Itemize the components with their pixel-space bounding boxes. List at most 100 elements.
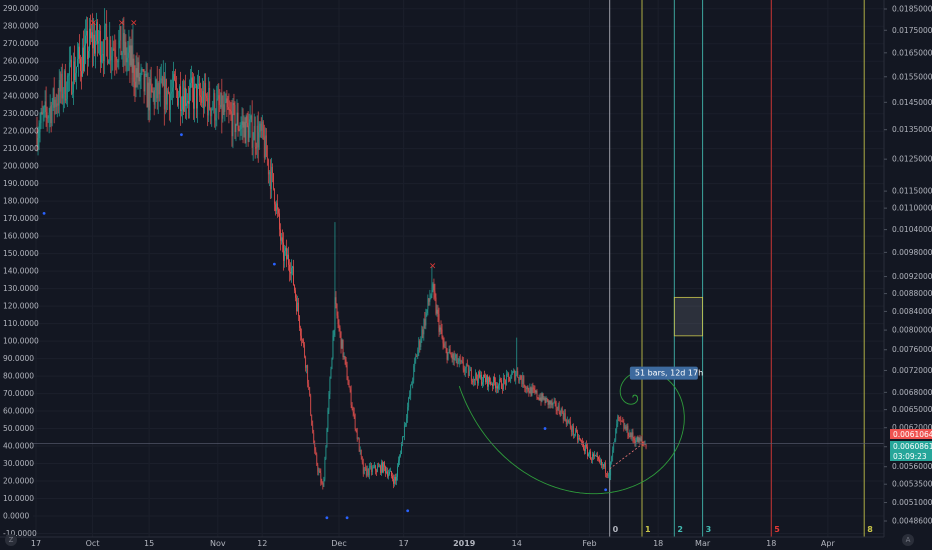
candle-body (524, 386, 526, 388)
candle-body (145, 73, 147, 75)
candle-body (289, 264, 290, 272)
candle-body (350, 389, 352, 406)
candle-body (504, 378, 505, 380)
auto-scale-right-button[interactable]: A (902, 534, 914, 546)
candle-body (452, 353, 454, 360)
candle-body (283, 242, 284, 261)
candle-body (480, 374, 481, 378)
candle-body (165, 79, 167, 105)
candle-body (509, 376, 511, 382)
candle-body (311, 414, 313, 426)
candle-body (268, 171, 270, 175)
candle-body (378, 466, 379, 468)
candle-body (220, 92, 222, 108)
candle-body (170, 91, 172, 94)
candle-body (117, 60, 119, 63)
candle-body (421, 329, 423, 341)
candle-body (485, 377, 486, 383)
time-axis-tick: 18 (653, 539, 663, 548)
dotted-trend-line (609, 443, 643, 470)
candle-body (538, 398, 540, 400)
candle-body (529, 387, 531, 394)
candle-body (340, 331, 342, 349)
candle-body (607, 473, 609, 476)
candle-body (532, 387, 534, 389)
candle-body (298, 302, 299, 316)
candle-body (322, 482, 324, 487)
candle-body (95, 41, 96, 54)
left-axis-tick: -10.0000 (3, 529, 37, 538)
candle-body (174, 74, 175, 80)
candle-body (611, 456, 613, 463)
drawings: 51 bars, 12d 17h (33, 296, 884, 470)
candle-body (43, 107, 45, 114)
candle-body (159, 80, 161, 95)
candle-body (235, 124, 237, 133)
time-axis[interactable]: 17 Oct 15 Nov 12 Dec 17 2019 14 Feb 18 Mar 18 Apr (0, 536, 932, 550)
left-price-axis[interactable]: 290.0000 280.0000 270.0000 260.0000 250.0000… (0, 0, 39, 538)
auto-scale-left-button[interactable]: Z (5, 534, 17, 546)
candle-body (62, 93, 64, 99)
left-axis-tick: 160.0000 (3, 232, 39, 241)
candle-body (262, 121, 264, 138)
left-axis-tick: 240.0000 (3, 92, 39, 101)
candle-body (313, 432, 315, 444)
candle-body (345, 359, 347, 366)
candle-body (580, 438, 581, 441)
candle-body (202, 91, 204, 103)
candle-body (404, 425, 406, 437)
candle-body (605, 463, 606, 474)
candle-body (518, 377, 520, 381)
candle-body (323, 479, 325, 487)
candle-body (194, 84, 195, 109)
candle-body (346, 365, 348, 380)
candle-body (52, 88, 54, 105)
left-axis-tick: 50.0000 (3, 424, 34, 433)
candle-body (417, 349, 419, 357)
candle-body (264, 135, 266, 158)
candle-body (423, 319, 425, 335)
candle-body (149, 78, 151, 111)
candle-body (411, 384, 413, 386)
right-axis-tick: 0.00486000 (892, 517, 932, 526)
candle-body (101, 55, 103, 63)
candle-body (278, 209, 279, 214)
candle-body (539, 397, 541, 400)
candle-body (429, 298, 431, 302)
candle-body (599, 459, 600, 462)
candle-body (271, 167, 273, 174)
candle-body (586, 444, 587, 447)
candle-body (133, 58, 135, 82)
candle-body (318, 470, 320, 472)
candle-body (420, 340, 422, 347)
candle-body (64, 71, 66, 101)
candle-body (92, 32, 93, 49)
candle-body (510, 378, 512, 382)
candle-body (363, 467, 365, 474)
candle-body (265, 135, 267, 157)
candle-body (516, 370, 518, 375)
candle-body (544, 398, 546, 404)
candle-body (189, 87, 190, 104)
candle-body (581, 440, 582, 442)
candle-body (461, 360, 463, 362)
candle-body (526, 386, 528, 390)
candle-body (476, 373, 477, 379)
candle-body (613, 442, 615, 450)
candle-body (493, 376, 494, 386)
candle-body (603, 464, 604, 467)
candle-body (448, 349, 450, 353)
candle-body (362, 462, 364, 474)
candle-body (158, 82, 160, 95)
left-axis-tick: 150.0000 (3, 249, 39, 258)
candle-body (553, 401, 555, 403)
candle-body (178, 96, 179, 106)
candle-body (181, 109, 182, 111)
candle-body (110, 40, 112, 61)
candle-body (124, 41, 126, 56)
